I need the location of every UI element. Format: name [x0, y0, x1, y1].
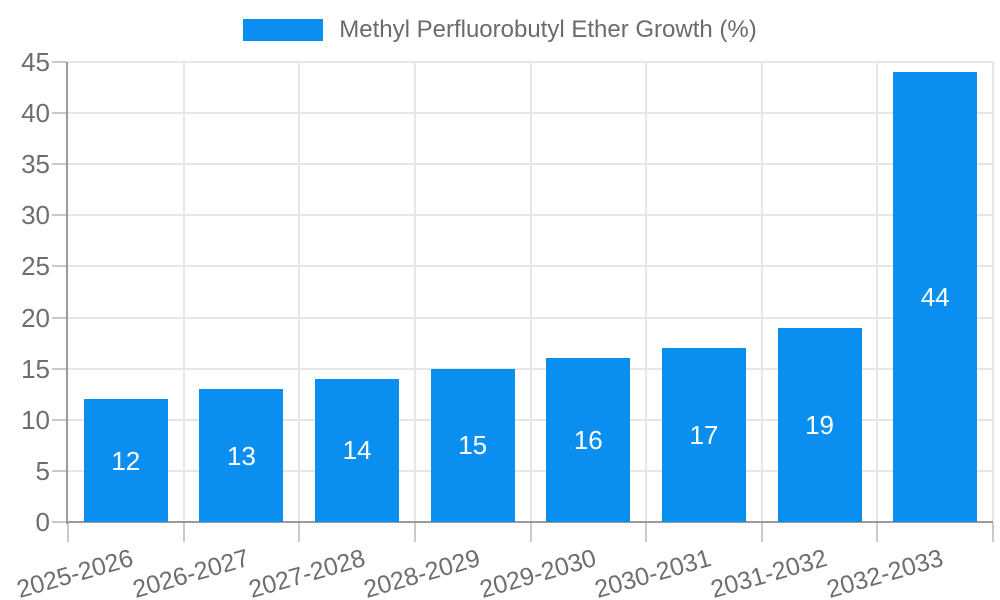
gridline-x	[645, 62, 648, 522]
x-axis-tick	[182, 523, 185, 542]
bar-2028-2029[interactable]	[430, 368, 515, 522]
y-axis-label: 25	[21, 251, 50, 282]
bar-2026-2027[interactable]	[199, 389, 284, 522]
bar-2030-2031[interactable]	[661, 348, 746, 522]
bar-value-label: 17	[689, 420, 719, 451]
bar-value-label: 16	[573, 425, 603, 456]
gridline-x	[529, 62, 532, 522]
y-axis-tick	[52, 163, 67, 166]
x-axis-label: 2030-2031	[592, 544, 715, 600]
bar-2025-2026[interactable]	[83, 399, 168, 522]
gridline-x	[876, 62, 879, 522]
y-axis-line	[66, 62, 68, 524]
bar-2027-2028[interactable]	[315, 378, 400, 522]
y-axis-label: 0	[35, 507, 50, 537]
y-axis-label: 30	[21, 200, 50, 231]
y-axis-tick	[52, 316, 67, 319]
y-axis-tick	[52, 418, 67, 421]
bar-2032-2033[interactable]	[893, 72, 978, 522]
bar-value-label: 13	[226, 440, 256, 471]
x-axis-tick	[876, 523, 879, 542]
y-axis-label: 20	[21, 302, 50, 333]
bar-value-label: 19	[805, 409, 835, 440]
x-axis-tick	[67, 523, 69, 542]
legend-swatch	[243, 19, 324, 41]
bar-value-label: 44	[920, 282, 950, 313]
gridline-x	[760, 62, 763, 522]
bar-value-label: 14	[342, 435, 372, 466]
x-axis-tick	[992, 523, 994, 542]
gridline-x	[413, 62, 416, 522]
y-axis-tick	[52, 214, 67, 217]
x-axis-tick	[298, 523, 301, 542]
x-axis-label: 2029-2030	[476, 544, 600, 600]
x-axis-label: 2026-2027	[129, 544, 253, 600]
x-axis-label: 2031-2032	[707, 544, 831, 600]
x-axis-label: 2032-2033	[823, 544, 946, 600]
bar-2029-2030[interactable]	[546, 358, 631, 522]
y-axis-tick	[52, 112, 67, 115]
y-axis-label: 10	[21, 404, 50, 435]
y-axis-label: 35	[21, 149, 50, 180]
y-axis-label: 45	[21, 47, 50, 77]
bar-value-label: 12	[111, 445, 141, 476]
x-axis-tick	[529, 523, 532, 542]
y-axis-tick	[52, 521, 67, 523]
x-axis-tick	[645, 523, 648, 542]
gridline-x	[298, 62, 301, 522]
legend[interactable]: Methyl Perfluorobutyl Ether Growth (%)	[0, 16, 1000, 44]
y-axis-label: 15	[21, 353, 50, 384]
x-axis-tick	[413, 523, 416, 542]
x-axis-label: 2027-2028	[245, 544, 368, 600]
x-axis-tick	[760, 523, 763, 542]
y-axis-tick	[52, 367, 67, 370]
bar-2031-2032[interactable]	[777, 327, 862, 522]
x-axis-line	[66, 521, 993, 523]
y-axis-label: 5	[35, 455, 50, 486]
y-axis-tick	[52, 265, 67, 268]
y-axis-tick	[52, 469, 67, 472]
x-axis-label: 2028-2029	[360, 544, 484, 600]
gridline-x	[992, 62, 994, 522]
x-axis-label: 2025-2026	[13, 544, 137, 600]
y-axis-tick	[52, 61, 67, 63]
gridline-x	[182, 62, 185, 522]
bar-value-label: 15	[458, 430, 488, 461]
y-axis-label: 40	[21, 98, 50, 129]
legend-label: Methyl Perfluorobutyl Ether Growth (%)	[339, 16, 757, 43]
